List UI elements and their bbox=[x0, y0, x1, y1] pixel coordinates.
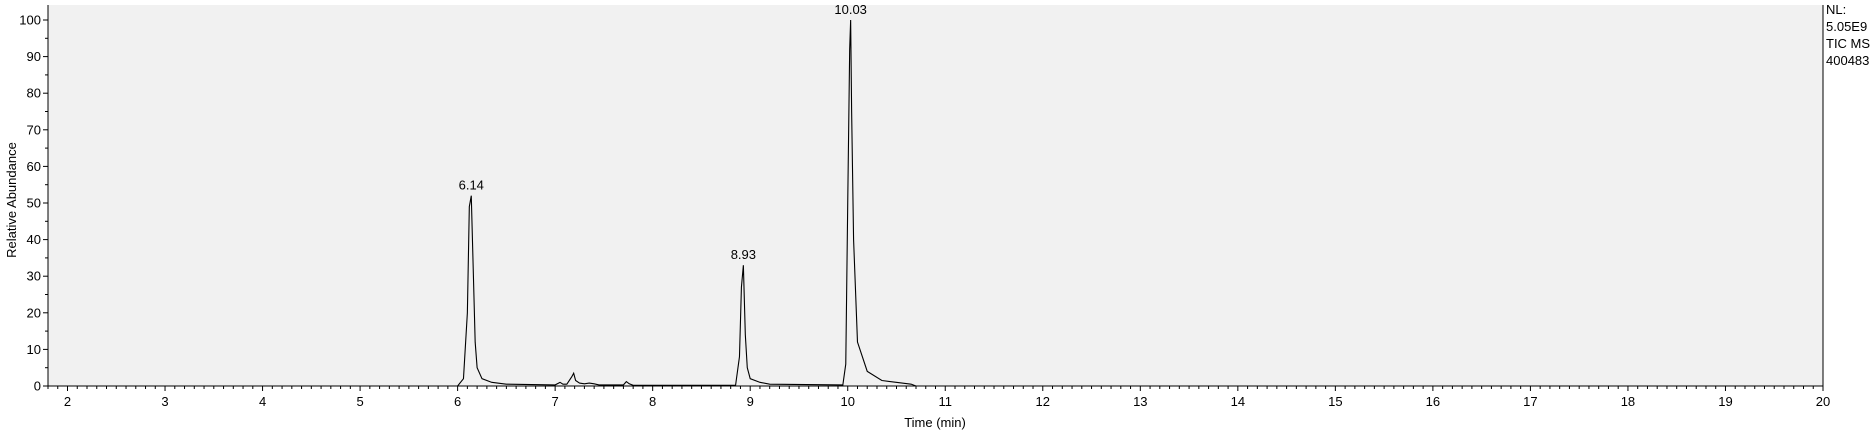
info-line: TIC MS bbox=[1826, 36, 1870, 51]
x-tick-label: 10 bbox=[840, 394, 854, 409]
y-tick-label: 50 bbox=[27, 196, 41, 211]
x-tick-label: 4 bbox=[259, 394, 266, 409]
x-tick-label: 6 bbox=[454, 394, 461, 409]
peak-label: 8.93 bbox=[731, 247, 756, 262]
y-tick-label: 10 bbox=[27, 342, 41, 357]
y-tick-label: 90 bbox=[27, 49, 41, 64]
info-line: NL: bbox=[1826, 2, 1846, 17]
y-tick-label: 70 bbox=[27, 122, 41, 137]
x-tick-label: 3 bbox=[161, 394, 168, 409]
x-tick-label: 20 bbox=[1816, 394, 1830, 409]
x-tick-label: 12 bbox=[1036, 394, 1050, 409]
peak-label: 10.03 bbox=[834, 2, 867, 17]
y-axis-title: Relative Abundance bbox=[4, 142, 19, 258]
y-tick-label: 20 bbox=[27, 305, 41, 320]
x-tick-label: 17 bbox=[1523, 394, 1537, 409]
x-tick-label: 14 bbox=[1231, 394, 1245, 409]
x-tick-label: 9 bbox=[747, 394, 754, 409]
x-tick-label: 15 bbox=[1328, 394, 1342, 409]
x-tick-label: 2 bbox=[64, 394, 71, 409]
chromatogram-trace bbox=[48, 19, 1823, 387]
x-tick-label: 5 bbox=[356, 394, 363, 409]
info-line: 400483 bbox=[1826, 53, 1869, 68]
y-tick-label: 80 bbox=[27, 86, 41, 101]
y-tick-label: 0 bbox=[34, 379, 41, 394]
x-tick-label: 7 bbox=[552, 394, 559, 409]
x-tick-label: 19 bbox=[1718, 394, 1732, 409]
y-tick-label: 40 bbox=[27, 232, 41, 247]
y-tick-label: 100 bbox=[19, 13, 41, 28]
info-line: 5.05E9 bbox=[1826, 19, 1867, 34]
plot-area bbox=[48, 5, 1823, 386]
y-tick-label: 60 bbox=[27, 159, 41, 174]
x-tick-label: 13 bbox=[1133, 394, 1147, 409]
info-block: NL: 5.05E9 TIC MS 400483 bbox=[1826, 2, 1870, 68]
x-axis-title: Time (min) bbox=[904, 415, 966, 430]
x-tick-label: 11 bbox=[939, 394, 953, 409]
x-tick-label: 18 bbox=[1621, 394, 1635, 409]
peak-label: 6.14 bbox=[459, 178, 484, 193]
x-tick-label: 8 bbox=[649, 394, 656, 409]
y-tick-label: 30 bbox=[27, 269, 41, 284]
x-tick-label: 16 bbox=[1426, 394, 1440, 409]
